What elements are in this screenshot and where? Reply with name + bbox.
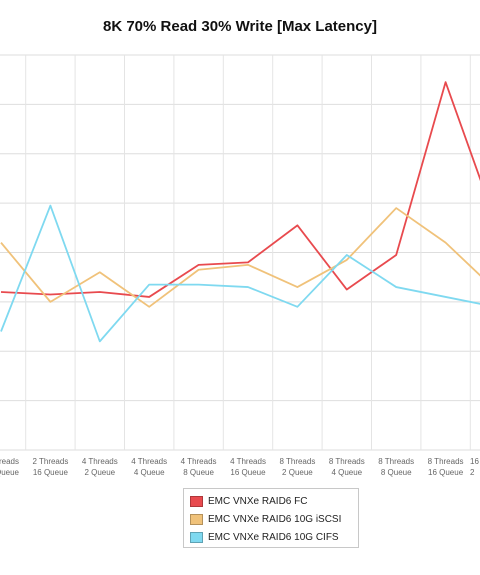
x-tick-label: 8 Threads <box>329 457 365 466</box>
x-tick-label: 4 Threads <box>181 457 217 466</box>
legend-swatch-iscsi <box>190 513 203 525</box>
legend-label-iscsi: EMC VNXe RAID6 10G iSCSI <box>208 513 342 525</box>
legend-item-cifs: EMC VNXe RAID6 10G CIFS <box>190 528 352 546</box>
x-tick-label: 8 Queue <box>183 468 214 477</box>
legend-swatch-cifs <box>190 531 203 543</box>
x-tick-label: 4 Threads <box>82 457 118 466</box>
x-tick-label: 2 Threads <box>32 457 68 466</box>
x-tick-label: Queue <box>0 468 20 477</box>
x-axis-ticks: Threads Queue 2 Threads 16 Queue 4 Threads 2 … <box>0 457 479 477</box>
series-lines <box>0 81 480 343</box>
x-tick-label: 16 Queue <box>33 468 69 477</box>
x-tick-label: 16 Queue <box>428 468 464 477</box>
x-tick-label: 8 Queue <box>381 468 412 477</box>
grid-lines <box>0 54 480 451</box>
legend-label-cifs: EMC VNXe RAID6 10G CIFS <box>208 531 339 543</box>
legend-item-fc: EMC VNXe RAID6 FC <box>190 492 352 510</box>
series-line-2 <box>0 204 480 343</box>
x-tick-label: 2 Queue <box>282 468 313 477</box>
x-tick-label: 16 Queue <box>230 468 266 477</box>
legend-swatch-fc <box>190 495 203 507</box>
x-tick-label: Threads <box>0 457 19 466</box>
x-tick-label: 8 Threads <box>428 457 464 466</box>
x-tick-label: 8 Threads <box>279 457 315 466</box>
chart-title: 8K 70% Read 30% Write [Max Latency] <box>103 18 377 35</box>
legend-item-iscsi: EMC VNXe RAID6 10G iSCSI <box>190 510 352 528</box>
x-tick-label: 2 Queue <box>84 468 115 477</box>
x-tick-label: 8 Threads <box>378 457 414 466</box>
legend-label-fc: EMC VNXe RAID6 FC <box>208 495 308 507</box>
x-tick-label: 4 Threads <box>230 457 266 466</box>
x-tick-label: 16 <box>470 457 479 466</box>
series-line-0 <box>0 81 480 298</box>
x-tick-label: 4 Threads <box>131 457 167 466</box>
x-tick-label: 4 Queue <box>331 468 362 477</box>
x-tick-label: 2 <box>470 468 475 477</box>
series-line-1 <box>0 207 480 308</box>
legend: EMC VNXe RAID6 FC EMC VNXe RAID6 10G iSC… <box>183 488 359 548</box>
x-tick-label: 4 Queue <box>134 468 165 477</box>
